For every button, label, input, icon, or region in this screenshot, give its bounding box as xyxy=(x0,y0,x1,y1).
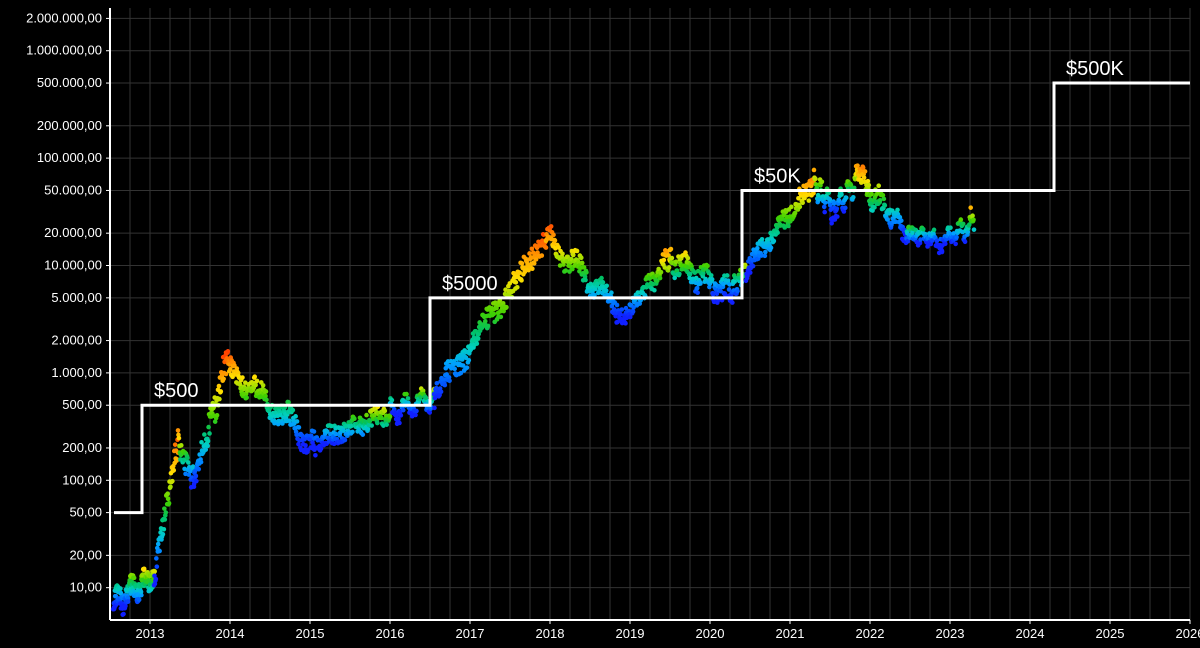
svg-text:2019: 2019 xyxy=(616,626,645,641)
svg-text:1.000,00: 1.000,00 xyxy=(51,365,102,380)
step-label: $5000 xyxy=(442,273,498,295)
svg-text:2014: 2014 xyxy=(216,626,245,641)
svg-text:2.000,00: 2.000,00 xyxy=(51,333,102,348)
svg-text:1.000.000,00: 1.000.000,00 xyxy=(26,43,102,58)
svg-text:2025: 2025 xyxy=(1096,626,1125,641)
step-label: $50K xyxy=(754,165,801,187)
svg-text:2020: 2020 xyxy=(696,626,725,641)
svg-text:200.000,00: 200.000,00 xyxy=(37,118,102,133)
svg-text:2022: 2022 xyxy=(856,626,885,641)
svg-text:2018: 2018 xyxy=(536,626,565,641)
svg-text:200,00: 200,00 xyxy=(62,440,102,455)
svg-text:2021: 2021 xyxy=(776,626,805,641)
svg-text:2024: 2024 xyxy=(1016,626,1045,641)
price-log-chart: 10,00 20,00 50,00 100,00 200,00 500,00 1.000,0… xyxy=(0,0,1200,648)
svg-text:2016: 2016 xyxy=(376,626,405,641)
svg-text:20.000,00: 20.000,00 xyxy=(44,225,102,240)
svg-text:500.000,00: 500.000,00 xyxy=(37,75,102,90)
svg-text:5.000,00: 5.000,00 xyxy=(51,290,102,305)
svg-text:2026: 2026 xyxy=(1176,626,1200,641)
svg-text:2017: 2017 xyxy=(456,626,485,641)
step-label: $500K xyxy=(1066,58,1124,80)
svg-text:50,00: 50,00 xyxy=(69,505,102,520)
svg-text:100.000,00: 100.000,00 xyxy=(37,150,102,165)
svg-text:50.000,00: 50.000,00 xyxy=(44,182,102,197)
svg-text:100,00: 100,00 xyxy=(62,472,102,487)
svg-text:10,00: 10,00 xyxy=(69,580,102,595)
svg-text:2015: 2015 xyxy=(296,626,325,641)
svg-text:20,00: 20,00 xyxy=(69,547,102,562)
step-label: $500 xyxy=(154,380,199,402)
svg-text:10.000,00: 10.000,00 xyxy=(44,258,102,273)
svg-text:2023: 2023 xyxy=(936,626,965,641)
svg-text:2.000.000,00: 2.000.000,00 xyxy=(26,10,102,25)
svg-text:2013: 2013 xyxy=(136,626,165,641)
svg-text:500,00: 500,00 xyxy=(62,397,102,412)
